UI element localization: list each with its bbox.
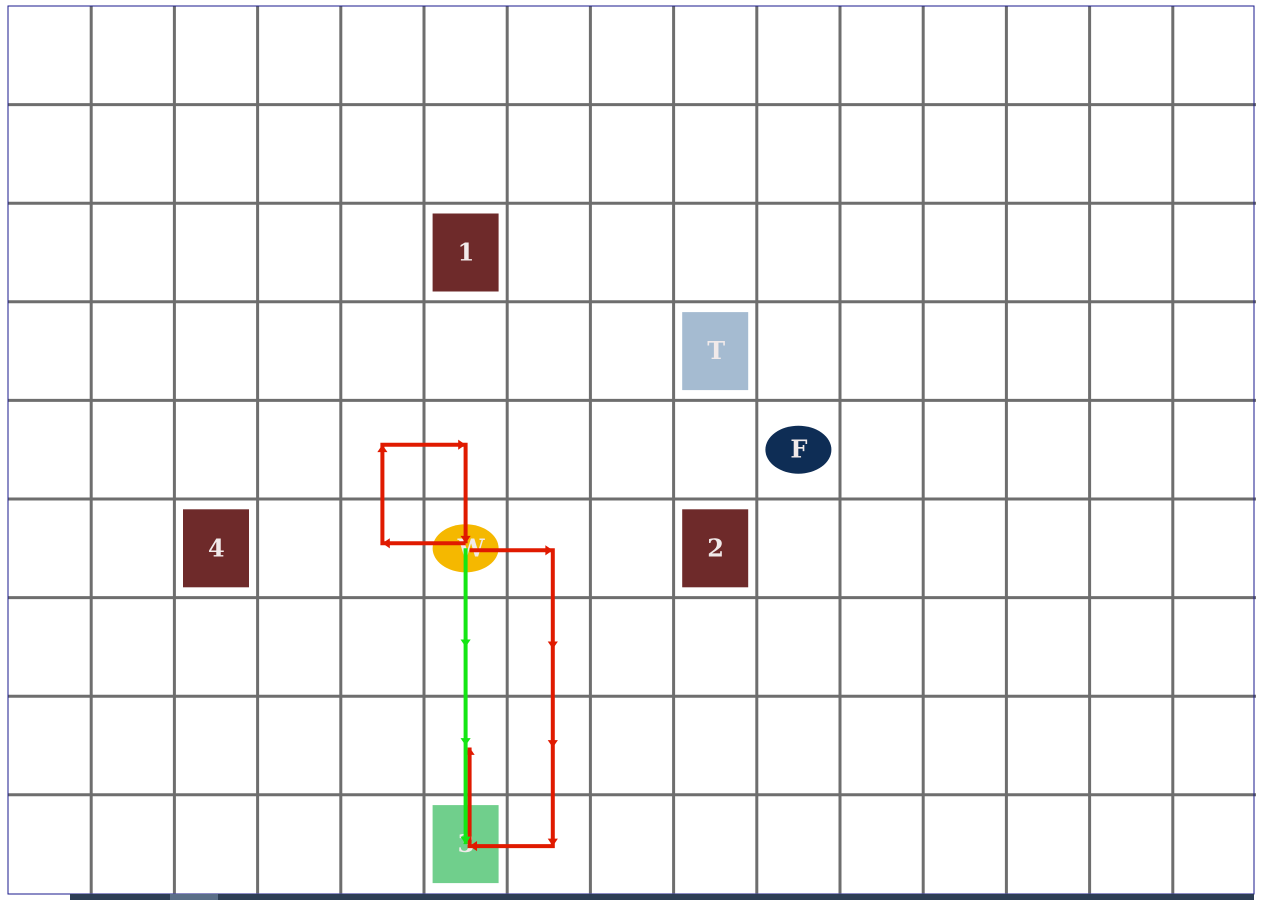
obstacle-2-tile [682,509,749,588]
obstacle-4-piece: 4 [183,509,249,588]
red_loop_right-arrowhead [547,740,558,748]
obstacle-2-label: 2 [707,533,724,562]
player-W-label: W [457,533,486,562]
red_loop_left-arrowhead [460,535,471,544]
obstacle-4-tile [183,509,249,588]
obstacle-1-piece: 1 [432,213,499,292]
bottom-scrollbar-thumb[interactable] [170,894,218,900]
grid-lines [8,6,1256,894]
bottom-scrollbar-track[interactable] [70,894,1254,900]
obstacle-1-tile [432,213,499,292]
green_route-arrowhead [460,639,471,647]
red_loop_left-arrowhead [377,444,388,453]
green_route-path [460,548,471,845]
obstacle-4-label: 4 [208,533,225,562]
green_route-arrowhead [460,738,471,746]
red_loop_right-arrowhead [547,641,558,649]
red_loop_left-path [377,439,471,549]
red_loop_left-arrowhead [458,439,466,450]
green_route-arrowhead [460,836,471,845]
obstacle-2-piece: 2 [682,509,749,588]
flag-F-label: F [790,435,807,464]
target-T-piece: T [682,312,749,391]
board-background [8,6,1254,894]
red_loop_right-arrowhead [545,545,553,556]
target-T-label: T [707,336,725,365]
obstacle-1-label: 1 [458,238,475,267]
red_loop_right-arrowhead [469,841,478,852]
target-T-tile [682,312,749,391]
red_loop_right-arrowhead [547,838,558,847]
flag-F-piece: F [765,425,832,474]
red_loop_left-arrowhead [382,538,390,549]
flag-F-token [765,425,832,474]
paths-layer [377,439,558,852]
